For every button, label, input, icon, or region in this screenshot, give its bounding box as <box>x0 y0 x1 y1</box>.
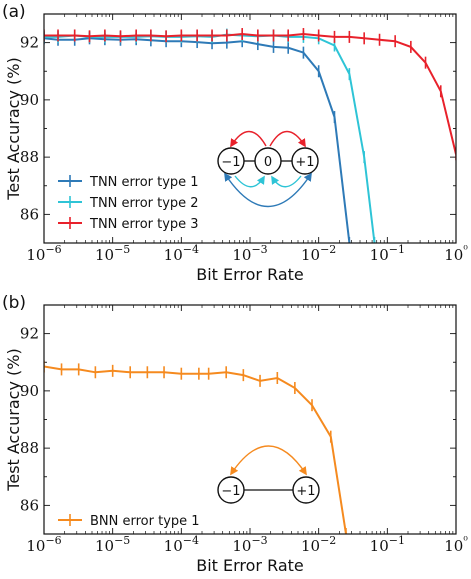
x-tick-label: 10−3 <box>232 534 267 555</box>
legend-label: BNN error type 1 <box>90 514 200 529</box>
y-axis-label: Test Accuracy (%) <box>4 57 23 200</box>
x-tick-label: 10−1 <box>370 534 405 555</box>
y-tick-label: 88 <box>20 439 39 457</box>
x-tick-label: 10−3 <box>232 243 267 264</box>
transition-arrow-type3 <box>269 130 306 148</box>
panel-label: (b) <box>2 293 26 313</box>
y-tick-label: 86 <box>20 496 39 514</box>
y-tick-label: 86 <box>20 205 39 223</box>
state-node-label: +1 <box>295 155 314 170</box>
plot-frame <box>43 304 457 535</box>
y-axis-label: Test Accuracy (%) <box>4 348 23 491</box>
x-axis-label: Bit Error Rate <box>196 556 304 575</box>
x-tick-label: 10−2 <box>301 534 336 555</box>
transition-arrow-type2 <box>271 175 302 188</box>
plot-frame <box>43 13 457 244</box>
panel-label: (a) <box>2 2 26 22</box>
series-1 <box>44 360 347 534</box>
transition-arrow-type3 <box>230 130 267 148</box>
legend-label: TNN error type 2 <box>89 196 199 211</box>
chart-panel-b: 10−6 10−5 10−4 10−3 10−2 10−1 10⁰ 86 88 90 92 Bit E… <box>2 293 468 575</box>
x-tick-label: 10−4 <box>164 243 199 264</box>
state-node <box>291 147 319 175</box>
series-line <box>44 32 456 155</box>
transition-arrow-type1 <box>224 172 312 208</box>
state-node <box>217 476 245 504</box>
chart-panel-a: 10−6 10−5 10−4 10−3 10−2 10−1 10⁰ 86 88 90 92 Bit E… <box>2 2 468 284</box>
state-node-label: −1 <box>221 155 240 170</box>
y-tick-label: 92 <box>20 34 39 52</box>
series-line <box>44 33 376 243</box>
legend: BNN error type 1 <box>58 514 200 529</box>
series-2 <box>44 28 376 243</box>
state-node-label: 0 <box>264 155 272 170</box>
transition-arrow <box>230 445 307 476</box>
legend: TNN error type 1 TNN error type 2 TNN erro… <box>58 175 199 232</box>
x-tick-label: 10−6 <box>26 243 61 264</box>
legend-label: TNN error type 1 <box>89 175 199 190</box>
state-node <box>292 476 320 504</box>
y-tick-label: 92 <box>20 325 39 343</box>
inset-diagram: −1 0 +1 <box>217 130 319 208</box>
series-line <box>44 365 347 534</box>
legend-label: TNN error type 3 <box>89 217 199 232</box>
transition-arrow-type2 <box>234 175 265 188</box>
inset-diagram: −1 +1 <box>217 445 320 504</box>
series-3 <box>44 28 456 161</box>
x-tick-label: 10−6 <box>26 534 61 555</box>
state-node-label: −1 <box>221 484 240 499</box>
x-tick-label: 10−5 <box>95 243 130 264</box>
x-tick-label: 10−2 <box>301 243 336 264</box>
series-line <box>44 37 351 243</box>
x-tick-label: 10−4 <box>164 534 199 555</box>
x-tick-label: 10−1 <box>370 243 405 264</box>
x-tick-label: 10⁰ <box>444 534 468 555</box>
state-node <box>254 147 282 175</box>
x-axis-label: Bit Error Rate <box>196 265 304 284</box>
state-node-label: +1 <box>296 484 315 499</box>
y-tick-label: 88 <box>20 148 39 166</box>
x-tick-label: 10⁰ <box>444 243 468 264</box>
x-tick-label: 10−5 <box>95 534 130 555</box>
y-tick-label: 90 <box>20 382 39 400</box>
y-tick-label: 90 <box>20 91 39 109</box>
state-node <box>217 147 245 175</box>
